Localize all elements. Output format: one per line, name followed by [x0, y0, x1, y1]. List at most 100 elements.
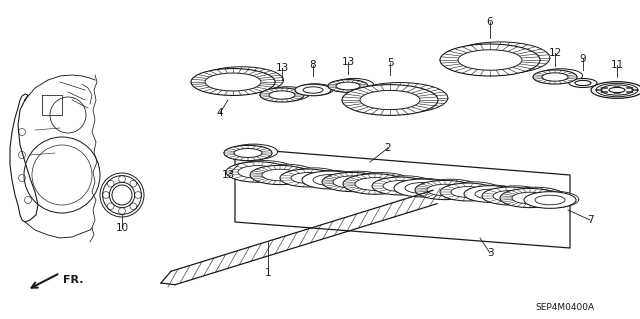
Ellipse shape: [352, 83, 448, 113]
Ellipse shape: [262, 169, 298, 181]
Text: 8: 8: [310, 60, 316, 70]
Ellipse shape: [372, 177, 428, 195]
Ellipse shape: [370, 88, 430, 108]
Ellipse shape: [542, 73, 568, 81]
Ellipse shape: [291, 173, 325, 183]
Ellipse shape: [232, 160, 296, 181]
Ellipse shape: [255, 164, 316, 183]
Ellipse shape: [224, 145, 272, 161]
Text: 13: 13: [341, 57, 355, 67]
Ellipse shape: [500, 189, 560, 208]
Ellipse shape: [355, 178, 395, 190]
Ellipse shape: [302, 171, 358, 189]
Ellipse shape: [493, 190, 527, 201]
Ellipse shape: [512, 192, 548, 204]
Ellipse shape: [360, 176, 401, 189]
Ellipse shape: [548, 72, 573, 80]
Ellipse shape: [244, 164, 284, 177]
Ellipse shape: [280, 169, 336, 187]
Text: 11: 11: [611, 60, 623, 70]
Text: SEP4M0400A: SEP4M0400A: [536, 303, 595, 313]
Text: 12: 12: [548, 48, 562, 58]
Ellipse shape: [305, 170, 361, 188]
Ellipse shape: [378, 176, 434, 194]
Ellipse shape: [336, 82, 360, 90]
Ellipse shape: [533, 70, 577, 84]
Ellipse shape: [342, 81, 365, 89]
Ellipse shape: [518, 191, 554, 203]
Ellipse shape: [205, 73, 261, 91]
Ellipse shape: [601, 85, 633, 95]
Text: 4: 4: [217, 108, 223, 118]
Ellipse shape: [415, 181, 475, 200]
Ellipse shape: [445, 182, 502, 200]
Ellipse shape: [383, 181, 417, 191]
Text: 13: 13: [275, 63, 289, 73]
Ellipse shape: [238, 166, 278, 178]
Ellipse shape: [328, 80, 368, 93]
Ellipse shape: [343, 174, 407, 194]
Text: 6: 6: [486, 17, 493, 27]
Ellipse shape: [506, 187, 566, 206]
Ellipse shape: [234, 149, 262, 158]
Text: 1: 1: [265, 268, 271, 278]
Ellipse shape: [230, 144, 278, 160]
Ellipse shape: [285, 168, 342, 186]
Ellipse shape: [467, 185, 519, 202]
Ellipse shape: [268, 168, 303, 180]
Ellipse shape: [464, 186, 516, 202]
Ellipse shape: [303, 87, 323, 93]
Ellipse shape: [488, 186, 543, 204]
Text: 7: 7: [587, 215, 593, 225]
Ellipse shape: [596, 83, 638, 97]
Ellipse shape: [440, 44, 540, 76]
Ellipse shape: [499, 189, 532, 200]
Ellipse shape: [297, 84, 333, 95]
Text: 13: 13: [221, 170, 235, 180]
Ellipse shape: [420, 179, 481, 198]
Ellipse shape: [313, 174, 347, 185]
Ellipse shape: [440, 183, 496, 201]
Ellipse shape: [527, 191, 579, 208]
Ellipse shape: [239, 147, 268, 156]
Ellipse shape: [250, 165, 310, 185]
Ellipse shape: [450, 42, 550, 74]
Ellipse shape: [475, 189, 505, 199]
Ellipse shape: [575, 80, 591, 85]
Ellipse shape: [295, 84, 331, 96]
Ellipse shape: [333, 78, 374, 91]
Ellipse shape: [394, 179, 450, 197]
Ellipse shape: [482, 187, 538, 205]
Text: 10: 10: [115, 223, 129, 233]
Ellipse shape: [451, 187, 485, 197]
Ellipse shape: [260, 88, 304, 102]
Ellipse shape: [328, 171, 388, 190]
Ellipse shape: [397, 178, 453, 197]
Ellipse shape: [360, 90, 420, 110]
Text: FR.: FR.: [63, 275, 83, 285]
Ellipse shape: [609, 87, 625, 93]
Ellipse shape: [433, 183, 468, 195]
Ellipse shape: [333, 176, 371, 188]
Text: 3: 3: [486, 248, 493, 258]
Ellipse shape: [388, 179, 422, 190]
Ellipse shape: [427, 184, 463, 196]
Ellipse shape: [213, 71, 269, 89]
Ellipse shape: [226, 162, 290, 182]
Ellipse shape: [342, 85, 438, 115]
Ellipse shape: [405, 182, 439, 193]
Text: 5: 5: [387, 58, 394, 68]
Ellipse shape: [275, 90, 301, 98]
Ellipse shape: [539, 69, 582, 83]
Ellipse shape: [468, 48, 532, 68]
Ellipse shape: [349, 173, 413, 193]
Ellipse shape: [456, 185, 491, 196]
Ellipse shape: [535, 195, 565, 205]
Text: 2: 2: [385, 143, 391, 153]
Ellipse shape: [322, 172, 382, 192]
Ellipse shape: [200, 67, 284, 94]
Ellipse shape: [296, 171, 331, 182]
Ellipse shape: [339, 175, 376, 187]
Text: 9: 9: [580, 54, 586, 64]
Ellipse shape: [191, 69, 275, 95]
